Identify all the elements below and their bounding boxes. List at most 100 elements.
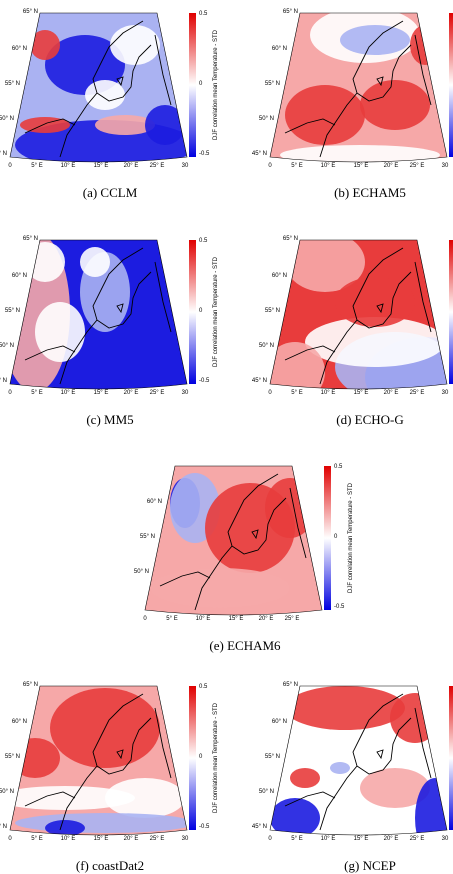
- colorbar-tick: -0.5: [199, 378, 210, 384]
- lat-label: 60° N: [272, 273, 287, 279]
- panel-caption: (e) ECHAM6: [209, 638, 281, 653]
- map-panel: 65° N60° N55° N50° N45° N05° E10° E15° E…: [252, 5, 453, 200]
- colorbar-title: DJF correlation mean Temperature - STD: [213, 256, 219, 367]
- map-panel: 65° N60° N55° N50° N45° N05° E10° E15° E…: [0, 678, 219, 873]
- lat-label: 65° N: [283, 236, 298, 242]
- map-panel: 65° N60° N55° N50° N45° N05° E10° E15° E…: [0, 232, 219, 427]
- lon-label: 20° E: [384, 836, 399, 842]
- lat-label: 60° N: [272, 719, 287, 725]
- lon-label: 0: [8, 836, 12, 842]
- lon-label: 30: [182, 163, 189, 169]
- lon-label: 25° E: [410, 390, 425, 396]
- field-patch: [360, 80, 430, 130]
- lon-label: 30: [442, 390, 449, 396]
- lon-label: 15° E: [94, 163, 109, 169]
- colorbar-tick: 0.5: [334, 464, 343, 470]
- lon-label: 5° E: [291, 390, 302, 396]
- page: 65° N60° N55° N50° N45° N05° E10° E15° E…: [0, 0, 453, 874]
- lon-label: 20° E: [124, 390, 139, 396]
- lon-label: 25° E: [410, 163, 425, 169]
- lon-label: 20° E: [384, 390, 399, 396]
- panel-caption: (f) coastDat2: [76, 858, 144, 873]
- lat-label: 60° N: [12, 46, 27, 52]
- lat-label: 45° N: [0, 378, 7, 384]
- colorbar: [449, 13, 453, 157]
- colorbar-tick: 0: [199, 308, 203, 314]
- field-patch: [110, 25, 160, 65]
- field-patch: [340, 25, 410, 55]
- panel-caption: (c) MM5: [86, 412, 133, 427]
- lat-label: 50° N: [259, 116, 274, 122]
- lat-label: 55° N: [140, 534, 155, 540]
- lat-label: 60° N: [12, 719, 27, 725]
- lon-label: 25° E: [285, 616, 300, 622]
- lon-label: 30: [442, 836, 449, 842]
- colorbar-tick: 0: [199, 81, 203, 87]
- lon-label: 30: [182, 836, 189, 842]
- field-patch: [410, 25, 440, 65]
- lon-label: 5° E: [291, 163, 302, 169]
- field-patch: [285, 85, 365, 145]
- lon-label: 30: [442, 163, 449, 169]
- lon-label: 25° E: [150, 163, 165, 169]
- lon-label: 0: [268, 390, 272, 396]
- panel-caption: (b) ECHAM5: [334, 185, 406, 200]
- lat-label: 45° N: [0, 151, 7, 157]
- lon-label: 5° E: [291, 836, 302, 842]
- field-patch: [30, 30, 60, 60]
- lat-label: 55° N: [265, 81, 280, 87]
- field-patch: [150, 568, 290, 608]
- colorbar: [324, 466, 331, 610]
- map-field: [0, 678, 195, 843]
- lon-label: 0: [143, 616, 147, 622]
- colorbar: [189, 240, 196, 384]
- lon-label: 10° E: [321, 390, 336, 396]
- lat-label: 55° N: [265, 754, 280, 760]
- colorbar-tick: 0: [334, 534, 338, 540]
- field-patch: [290, 768, 320, 788]
- map-field: [0, 232, 195, 397]
- lat-label: 50° N: [0, 116, 14, 122]
- colorbar-title: DJF correlation mean Temperature - STD: [213, 702, 219, 813]
- lat-label: 60° N: [272, 46, 287, 52]
- lat-label: 55° N: [5, 81, 20, 87]
- lon-label: 25° E: [150, 390, 165, 396]
- lon-label: 20° E: [259, 616, 274, 622]
- colorbar-tick: -0.5: [199, 824, 210, 830]
- field-patch: [85, 80, 125, 110]
- colorbar-tick: -0.5: [199, 151, 210, 157]
- field-patch: [105, 778, 185, 818]
- colorbar-title: DJF correlation mean Temperature - STD: [213, 29, 219, 140]
- lon-label: 20° E: [384, 163, 399, 169]
- lon-label: 10° E: [61, 390, 76, 396]
- lat-label: 50° N: [0, 343, 14, 349]
- lat-label: 55° N: [265, 308, 280, 314]
- map-field: [140, 458, 330, 623]
- colorbar-tick: 0.5: [199, 11, 208, 17]
- panel-caption: (a) CCLM: [83, 185, 138, 200]
- lat-label: 50° N: [0, 789, 14, 795]
- lon-label: 15° E: [94, 836, 109, 842]
- lat-label: 50° N: [134, 569, 149, 575]
- colorbar-tick: 0.5: [199, 684, 208, 690]
- lon-label: 25° E: [150, 836, 165, 842]
- lon-label: 10° E: [321, 163, 336, 169]
- lon-label: 10° E: [61, 163, 76, 169]
- field-patch: [270, 798, 320, 838]
- lat-label: 55° N: [5, 754, 20, 760]
- lon-label: 15° E: [94, 390, 109, 396]
- field-patch: [285, 686, 405, 730]
- lat-label: 65° N: [23, 236, 38, 242]
- lat-label: 45° N: [0, 824, 7, 830]
- lat-label: 45° N: [252, 378, 267, 384]
- lon-label: 5° E: [166, 616, 177, 622]
- lon-label: 10° E: [61, 836, 76, 842]
- map-field: [5, 5, 195, 170]
- figure: 65° N60° N55° N50° N45° N05° E10° E15° E…: [0, 0, 453, 874]
- lat-label: 50° N: [259, 343, 274, 349]
- lon-label: 5° E: [31, 163, 42, 169]
- field-patch: [35, 302, 85, 362]
- lat-label: 65° N: [23, 9, 38, 15]
- field-patch: [330, 762, 350, 774]
